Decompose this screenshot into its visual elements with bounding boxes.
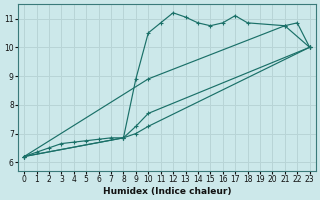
X-axis label: Humidex (Indice chaleur): Humidex (Indice chaleur) <box>103 187 231 196</box>
